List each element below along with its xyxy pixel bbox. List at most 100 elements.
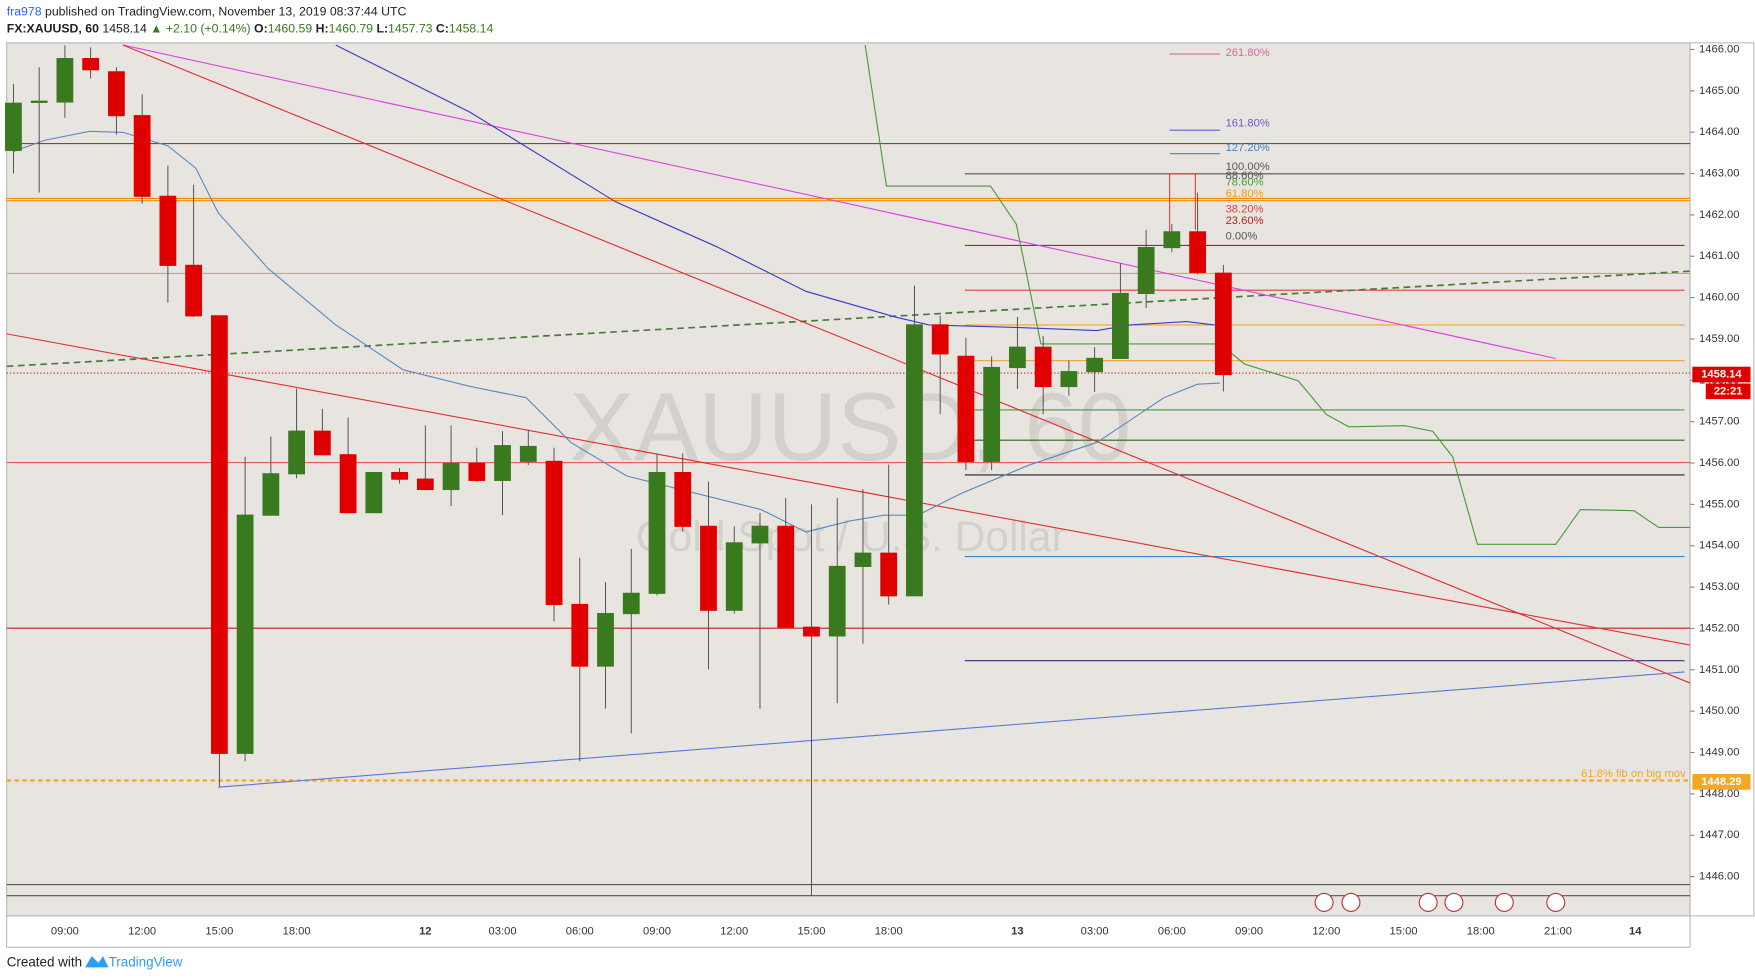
candle-body <box>1111 292 1129 359</box>
trend-line <box>6 333 1691 646</box>
candle-body <box>674 471 692 527</box>
candle-body <box>1060 371 1078 388</box>
moving-average <box>13 130 1221 533</box>
y-tick-label: 1466.00 <box>1699 43 1739 55</box>
x-tick-label: 06:00 <box>1158 926 1186 938</box>
candle-body <box>339 454 357 514</box>
watermark: XAUUSD, 60 <box>570 374 1132 481</box>
plot-area <box>6 42 1691 917</box>
candle-body <box>803 626 820 637</box>
event-icon[interactable] <box>1546 892 1566 912</box>
fib-label: 261.80% <box>1226 47 1270 59</box>
candle-body <box>1163 231 1181 249</box>
logo <box>85 956 109 968</box>
candle-body <box>880 552 898 597</box>
x-tick-label: 12:00 <box>128 926 156 938</box>
candle-body <box>700 525 717 611</box>
price-axis <box>1689 42 1755 917</box>
candle-body <box>236 514 254 754</box>
x-tick-label: 15:00 <box>1390 926 1418 938</box>
event-icon[interactable] <box>1418 892 1438 912</box>
footer-text: Created with <box>7 954 82 969</box>
x-tick-label: 03:00 <box>1081 926 1109 938</box>
event-icon[interactable] <box>1494 892 1514 912</box>
ohlc-value: 1460.79 <box>329 22 374 36</box>
fib-label: 0.00% <box>1226 230 1258 242</box>
candle-body <box>1009 346 1026 369</box>
fib-label: 100.00% <box>1226 161 1270 173</box>
event-icon[interactable] <box>1444 892 1464 912</box>
x-tick-label: 18:00 <box>875 926 903 938</box>
candle-body <box>108 71 125 117</box>
ohlc-value: 1458.14 <box>449 22 494 36</box>
y-tick-label: 1460.00 <box>1699 292 1739 304</box>
y-tick-label: 1446.00 <box>1699 871 1739 883</box>
candle-body <box>725 542 743 611</box>
price-tag-label: 1448.29 <box>1701 776 1741 788</box>
candle-body <box>1034 346 1052 388</box>
symbol: FX:XAUUSD, 60 <box>7 22 99 36</box>
candle-body <box>597 613 614 667</box>
y-tick-label: 1449.00 <box>1699 746 1739 758</box>
candle-body <box>159 195 177 266</box>
fib-label: 88.60% <box>1226 170 1264 182</box>
x-tick-label: 09:00 <box>51 926 79 938</box>
fib-label: 23.60% <box>1226 215 1264 227</box>
y-tick-label: 1455.00 <box>1699 498 1739 510</box>
drawings <box>6 44 1691 897</box>
x-tick-label: 15:00 <box>205 926 233 938</box>
candle-body <box>622 592 640 615</box>
x-tick-label: 09:00 <box>1235 926 1263 938</box>
candle-body <box>854 552 872 567</box>
fib-label: 38.20% <box>1226 204 1264 216</box>
candle-body <box>751 525 769 544</box>
x-tick-label: 12 <box>419 926 431 938</box>
indicator-line <box>864 45 1691 545</box>
candle-body <box>957 355 975 462</box>
annotation: 61.8% fib on big mov <box>1581 768 1686 780</box>
candle-body <box>391 471 408 480</box>
candle-body <box>931 324 949 355</box>
y-tick-label: 1452.00 <box>1699 622 1739 634</box>
author[interactable]: fra978 <box>7 5 42 19</box>
candle-body <box>5 102 22 151</box>
candle-body <box>442 462 460 491</box>
y-tick-label: 1461.00 <box>1699 250 1739 262</box>
x-tick-label: 06:00 <box>566 926 594 938</box>
candle-body <box>210 315 228 754</box>
event-icon[interactable] <box>1314 892 1334 912</box>
candle-body <box>1189 231 1207 273</box>
time-axis <box>6 915 1691 948</box>
footer-brand[interactable]: TradingView <box>109 954 183 969</box>
trend-line <box>218 671 1685 788</box>
candle-body <box>777 525 795 628</box>
last-price: 1458.14 <box>102 22 147 36</box>
candle-body <box>648 471 666 594</box>
pattern <box>1169 173 1196 248</box>
fib-label: 127.20% <box>1226 142 1270 154</box>
candle-body <box>1137 247 1155 295</box>
trend-line <box>122 44 1556 360</box>
candle-body <box>133 115 151 197</box>
event-icon[interactable] <box>1341 892 1361 912</box>
ohlc-label: C: <box>436 22 449 36</box>
candle-body <box>571 603 589 667</box>
y-tick-label: 1464.00 <box>1699 126 1739 138</box>
y-tick-label: 1448.00 <box>1699 788 1739 800</box>
y-tick-label: 1459.00 <box>1699 333 1739 345</box>
x-tick-label: 15:00 <box>797 926 825 938</box>
candle-body <box>906 324 923 597</box>
header-line-2: FX:XAUUSD, 60 1458.14 ▲ +2.10 (+0.14%) O… <box>7 22 494 36</box>
price-tag <box>1692 366 1751 383</box>
candle-body <box>365 471 383 514</box>
candle-body <box>545 460 563 606</box>
change: ▲ +2.10 (+0.14%) <box>150 22 250 36</box>
y-tick-label: 1463.00 <box>1699 167 1739 179</box>
y-tick-label: 1465.00 <box>1699 85 1739 97</box>
x-tick-label: 18:00 <box>1467 926 1495 938</box>
candle-body <box>313 430 331 456</box>
x-tick-label: 21:00 <box>1544 926 1572 938</box>
x-tick-label: 09:00 <box>643 926 671 938</box>
candle-body <box>288 430 305 475</box>
y-tick-label: 1457.00 <box>1699 416 1739 428</box>
